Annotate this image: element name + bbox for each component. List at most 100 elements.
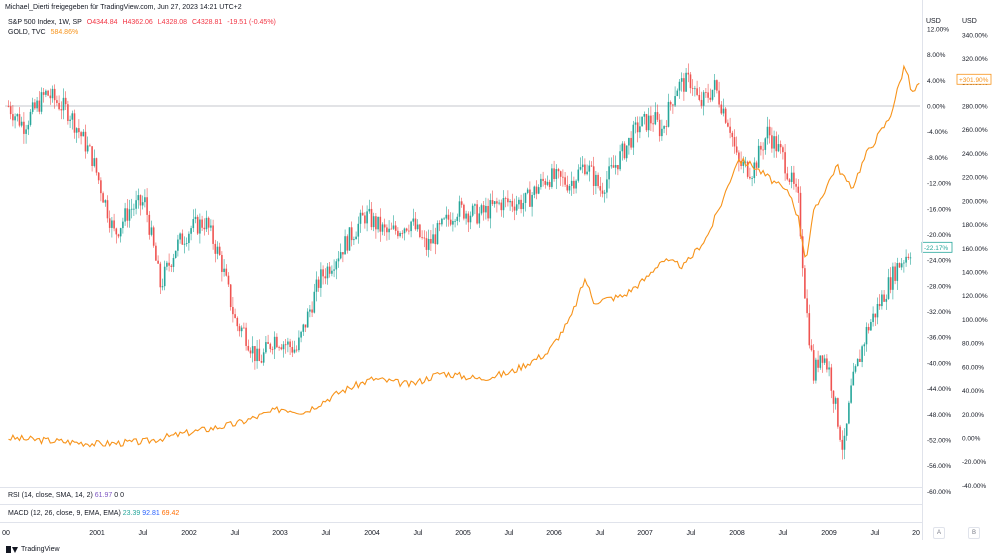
sp500-candle-body xyxy=(172,257,175,267)
x-axis-tick-label: Jul xyxy=(779,530,788,537)
sp500-candle-body xyxy=(614,165,617,168)
sp500-candle-body xyxy=(625,145,628,159)
sp500-candle-body xyxy=(339,252,342,259)
left-axis-ticks: 12.00% 8.00% 4.00% 0.00% -4.00% -8.00% -12.00%… xyxy=(927,26,951,495)
sp500-candle-body xyxy=(449,219,452,225)
ohlc-high: H4362.06 xyxy=(122,19,153,26)
sp500-candle-body xyxy=(185,243,188,244)
sp500-candle-body xyxy=(859,358,861,362)
sp500-candle-body xyxy=(843,435,846,450)
sp500-candle-body xyxy=(874,313,877,318)
sp500-candle-body xyxy=(284,344,287,346)
sp500-candle-body xyxy=(467,213,470,223)
sp500-candle-body xyxy=(751,178,753,179)
sp500-candle-body xyxy=(100,180,102,194)
x-axis-tick-label: Jul xyxy=(505,530,514,537)
sp500-candle-body xyxy=(399,232,401,237)
sp500-candle-body xyxy=(694,88,696,90)
sp500-candle-body xyxy=(368,208,371,212)
rsi-label: RSI (14, close, SMA, 14, 2) xyxy=(8,492,93,499)
right-axis-tick-label: 180.00% xyxy=(962,222,988,229)
right-axis-tick-label: -20.00% xyxy=(962,459,986,466)
x-axis-tick-label: 2008 xyxy=(729,530,745,537)
sp500-candle-body xyxy=(513,206,516,211)
sp500-candle-body xyxy=(16,114,19,117)
auto-scale-button[interactable]: A xyxy=(933,527,945,539)
price-chart[interactable]: 12.00% 8.00% 4.00% 0.00% -4.00% -8.00% -12.00%… xyxy=(0,0,1000,545)
sp500-candle-body xyxy=(834,398,837,404)
sp500-candle-body xyxy=(782,147,784,153)
x-axis-tick-label: 2009 xyxy=(821,530,837,537)
sp500-candle-body xyxy=(381,224,384,232)
sp500-candle-body xyxy=(841,439,844,450)
sp500-candle-body xyxy=(177,239,179,251)
sp500-candle-body xyxy=(826,358,828,370)
sp500-candle-body xyxy=(573,180,575,189)
compare-series-legend[interactable]: GOLD, TVC 584.86% xyxy=(8,29,81,36)
macd-legend[interactable]: MACD (12, 26, close, 9, EMA, EMA) 23.39 … xyxy=(8,510,179,517)
sp500-candle-body xyxy=(639,126,641,133)
sp500-candle-body xyxy=(432,234,434,244)
rsi-legend[interactable]: RSI (14, close, SMA, 14, 2) 61.97 0 0 xyxy=(8,492,124,499)
sp500-candle-body xyxy=(434,234,437,245)
sp500-candle-body xyxy=(502,198,505,211)
sp500-candle-body xyxy=(667,101,670,127)
sp500-candle-body xyxy=(795,183,797,187)
left-axis-tick-label: -52.00% xyxy=(927,438,951,445)
sp500-candle-body xyxy=(907,256,910,258)
sp500-candle-body xyxy=(438,223,441,225)
gold-line xyxy=(8,64,920,448)
sp500-candle-body xyxy=(148,214,151,235)
sp500-candle-body xyxy=(403,228,406,234)
main-series-legend[interactable]: S&P 500 Index, 1W, SP O4344.84 H4362.06 … xyxy=(8,19,279,26)
sp500-candle-body xyxy=(146,197,148,215)
sp500-candle-body xyxy=(905,256,907,263)
sp500-candle-body xyxy=(555,169,558,179)
sp500-candle-body xyxy=(771,135,773,149)
sp500-candle-body xyxy=(828,367,830,370)
sp500-candle-body xyxy=(599,186,602,191)
sp500-candle-body xyxy=(441,218,443,225)
sp500-candle-body xyxy=(753,162,756,179)
tradingview-brand[interactable]: TradingView xyxy=(6,546,60,553)
sp500-candle-body xyxy=(474,204,476,206)
sp500-candle-body xyxy=(254,346,256,362)
sp500-candle-body xyxy=(269,343,272,350)
sp500-candle-body xyxy=(705,92,707,94)
sp500-candle-body xyxy=(293,349,296,353)
sp500-candle-body xyxy=(289,341,291,348)
sp500-candle-body xyxy=(720,104,723,114)
sp500-candle-body xyxy=(738,152,740,162)
macd-histogram-value: 23.39 xyxy=(122,510,141,517)
sp500-candle-body xyxy=(595,174,597,186)
sp500-candle-body xyxy=(117,234,120,237)
sp500-candle-body xyxy=(676,90,679,97)
left-axis-tick-label: -48.00% xyxy=(927,412,951,419)
left-axis-tick-label: 4.00% xyxy=(927,78,946,85)
sp500-candle-body xyxy=(469,215,472,223)
sp500-candle-body xyxy=(302,324,305,332)
sp500-candle-body xyxy=(837,398,839,427)
sp500-candle-body xyxy=(540,178,542,188)
sp500-candle-body xyxy=(590,165,593,167)
sp500-candle-body xyxy=(471,205,474,216)
sp500-candle-body xyxy=(155,245,157,261)
left-axis-tick-label: -4.00% xyxy=(927,129,948,136)
right-axis-tick-label: 220.00% xyxy=(962,175,988,182)
sp500-candle-body xyxy=(262,352,265,363)
sp500-candle-body xyxy=(645,114,648,131)
tradingview-logo-icon xyxy=(6,546,18,553)
sp500-candle-body xyxy=(111,220,113,228)
sp500-candle-body xyxy=(577,169,580,181)
sp500-candle-body xyxy=(823,358,826,363)
sp500-candle-body xyxy=(806,298,808,314)
left-axis-tick-label: -40.00% xyxy=(927,360,951,367)
sp500-candle-body xyxy=(84,131,87,152)
sp500-candle-body xyxy=(687,72,690,75)
sp500-candle-body xyxy=(909,257,912,259)
sp500-candle-body xyxy=(568,185,571,191)
sp500-candle-body xyxy=(18,114,21,126)
sp500-candle-body xyxy=(601,190,604,194)
sp500-candle-body xyxy=(128,209,131,221)
log-scale-button[interactable]: B xyxy=(968,527,980,539)
